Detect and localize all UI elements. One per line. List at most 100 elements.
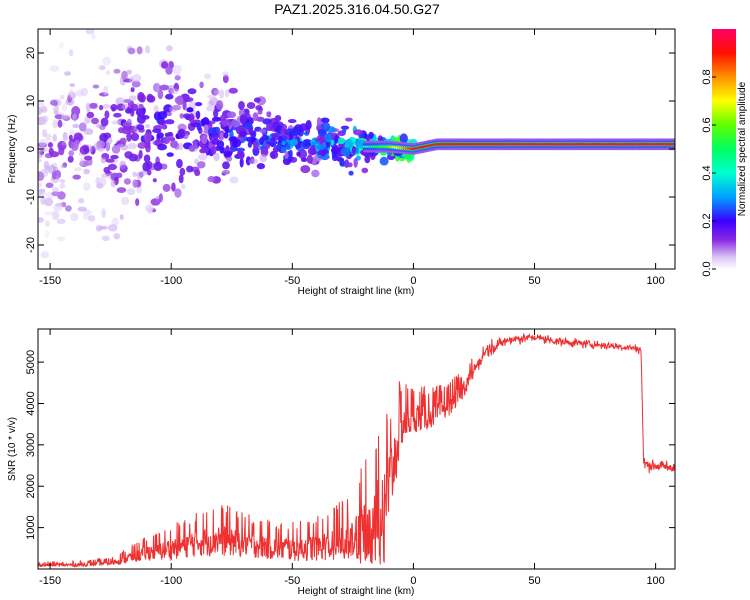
heatmap-cell	[289, 138, 298, 146]
heatmap-cell	[336, 137, 346, 145]
heatmap-cell	[183, 97, 194, 102]
heatmap-cell	[126, 69, 133, 75]
heatmap-cell	[176, 158, 183, 169]
heatmap-cell	[172, 64, 182, 75]
heatmap-cell	[62, 131, 68, 142]
heatmap-cell	[84, 117, 91, 124]
heatmap-cell	[137, 142, 147, 149]
heatmap-cell	[174, 188, 182, 198]
y-tick-label: -20	[25, 237, 37, 253]
heatmap-cell	[136, 171, 144, 180]
heatmap-cell	[179, 167, 186, 176]
heatmap-cell	[110, 154, 119, 160]
heatmap-cell	[194, 102, 203, 107]
heatmap-cell	[69, 129, 74, 136]
heatmap-cell	[141, 114, 150, 120]
heatmap-cell	[116, 187, 127, 193]
y-tick-label: 20	[25, 47, 37, 59]
heatmap-cell	[93, 142, 102, 151]
heatmap-cell	[353, 157, 358, 168]
heatmap-cell	[107, 163, 118, 171]
heatmap-cell	[256, 163, 266, 170]
heatmap-cell	[177, 142, 184, 151]
heatmap-cell	[321, 121, 331, 132]
heatmap-cell	[44, 220, 50, 228]
heatmap-cell	[59, 42, 64, 50]
heatmap-cell	[157, 143, 168, 151]
heatmap-cell	[174, 75, 181, 81]
heatmap-cell	[195, 110, 201, 120]
heatmap-cell	[171, 104, 182, 111]
heatmap-cell	[78, 198, 85, 204]
heatmap-cell	[334, 134, 339, 144]
heatmap-cell	[207, 176, 216, 183]
heatmap-cell	[52, 133, 57, 142]
heatmap-cell	[399, 133, 408, 144]
heatmap-cell	[239, 114, 248, 124]
heatmap-cell	[105, 158, 115, 163]
heatmap-cell	[49, 65, 60, 72]
heatmap-cell	[280, 146, 287, 153]
heatmap-cell	[74, 167, 83, 172]
x-tick-label: -50	[284, 575, 300, 587]
heatmap-cell	[152, 128, 162, 134]
heatmap-cell	[157, 111, 168, 120]
snr-y-ticks: 1000 2000 3000 4000 5000	[25, 350, 675, 540]
heatmap-cell	[296, 151, 301, 157]
heatmap-cell	[266, 122, 273, 132]
heatmap-cell	[51, 186, 60, 193]
heatmap-cell	[222, 74, 229, 84]
heatmap-cell	[56, 218, 66, 224]
heatmap-cell	[72, 112, 78, 123]
heatmap-cell	[43, 211, 54, 216]
snr-x-label: Height of straight line (km)	[298, 586, 415, 597]
heatmap-cell	[100, 117, 109, 127]
heatmap-cell	[219, 114, 226, 120]
heatmap-cell	[268, 140, 279, 145]
heatmap-cell	[192, 140, 198, 145]
heatmap-cell	[316, 144, 326, 151]
heatmap-cell	[85, 102, 91, 113]
heatmap-cell	[182, 100, 187, 111]
heatmap-cell	[120, 196, 130, 206]
colorbar-tick-label: 0.2	[701, 213, 713, 228]
heatmap-cell	[121, 70, 128, 80]
heatmap-cell	[90, 117, 99, 125]
heatmap-cell	[311, 169, 320, 178]
heatmap-cell	[68, 49, 74, 57]
heatmap-cell	[270, 137, 276, 142]
heatmap-cell	[40, 251, 50, 259]
y-tick-label: 4000	[25, 391, 37, 415]
heatmap-cell	[221, 119, 232, 128]
heatmap-cell	[231, 118, 241, 128]
x-tick-label: 50	[528, 275, 540, 287]
heatmap-cell	[121, 126, 131, 135]
heatmap-cell	[222, 170, 231, 175]
heatmap-cell	[38, 146, 42, 153]
heatmap-cell	[68, 134, 73, 141]
heatmap-cell	[152, 82, 161, 93]
spectrogram-x-ticks: -150 -100 -50 0 50 100	[39, 29, 665, 287]
heatmap-cell	[238, 100, 245, 111]
heatmap-cell	[166, 111, 172, 117]
heatmap-cell	[229, 176, 239, 184]
heatmap-cell	[105, 141, 111, 152]
heatmap-cell	[304, 142, 312, 147]
x-tick-label: 50	[528, 575, 540, 587]
heatmap-cell	[77, 206, 87, 212]
snr-series-line	[38, 332, 675, 568]
heatmap-cell	[339, 158, 345, 167]
heatmap-cell	[128, 95, 137, 101]
heatmap-cell	[101, 173, 111, 178]
heatmap-cell	[44, 230, 50, 238]
heatmap-cell	[353, 129, 363, 136]
heatmap-cell	[166, 152, 174, 157]
heatmap-cell	[153, 161, 163, 172]
heatmap-cell	[165, 45, 173, 52]
heatmap-cell	[61, 141, 67, 146]
heatmap-cell	[186, 107, 194, 113]
heatmap-cell	[156, 132, 164, 139]
heatmap-cell	[320, 117, 330, 124]
heatmap-cell	[130, 87, 135, 93]
